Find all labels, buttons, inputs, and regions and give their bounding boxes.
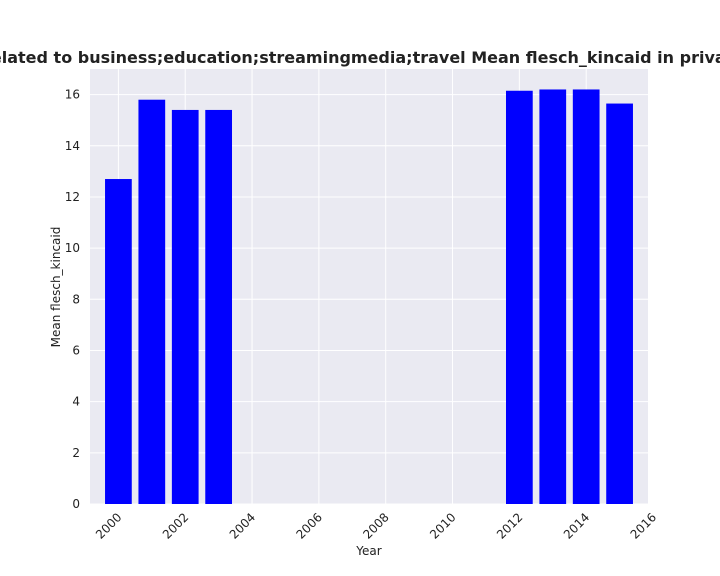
y-tick-label: 16: [65, 88, 80, 102]
y-axis-label: Mean flesch_kincaid: [49, 227, 63, 348]
y-tick-label: 14: [65, 139, 80, 153]
x-tick-label: 2010: [427, 510, 458, 541]
bar-2000: [105, 179, 132, 504]
x-tick-label: 2004: [227, 510, 258, 541]
bar-2002: [171, 109, 199, 505]
x-tick-labels: 2000 2002 2004 2006 2008 2010 2012 2014 2016: [93, 510, 659, 541]
x-tick-label: 2014: [561, 510, 592, 541]
x-tick-label: 2016: [628, 510, 659, 541]
x-tick-label: 2002: [160, 510, 191, 541]
x-tick-label: 2000: [93, 510, 124, 541]
x-axis-label: Year: [355, 544, 381, 558]
y-tick-label: 12: [65, 190, 80, 204]
x-tick-label: 2008: [360, 510, 391, 541]
y-tick-label: 8: [72, 292, 80, 306]
bar-2013: [539, 89, 567, 505]
bar-2014: [572, 89, 600, 505]
x-tick-label: 2012: [494, 510, 525, 541]
bar-2001: [138, 99, 166, 505]
y-tick-label: 0: [72, 497, 80, 511]
y-tick-label: 2: [72, 446, 80, 460]
chart-title: Categories are related to business;educa…: [0, 48, 720, 67]
bars: [105, 89, 633, 505]
y-tick-label: 10: [65, 241, 80, 255]
bar-2003: [205, 109, 233, 505]
bar-2012: [505, 90, 533, 504]
y-tick-labels: 0 2 4 6 8 10 12 14 16: [65, 88, 80, 511]
y-tick-label: 4: [72, 395, 80, 409]
y-tick-label: 6: [72, 343, 80, 357]
bar-2015: [606, 103, 633, 504]
x-tick-label: 2006: [294, 510, 325, 541]
